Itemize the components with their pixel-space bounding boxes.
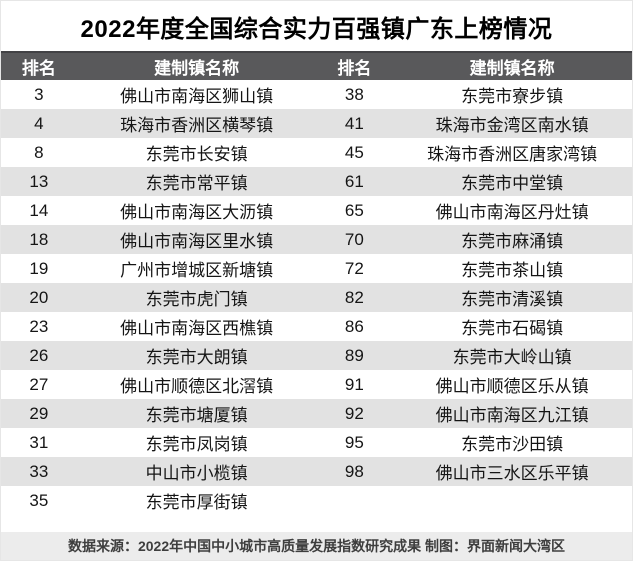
table-row: 8 东莞市长安镇 45 珠海市香洲区唐家湾镇 [1,138,632,167]
town-cell: 佛山市南海区丹灶镇 [392,196,632,225]
town-cell: 东莞市塘厦镇 [76,399,317,428]
table-header: 排名 建制镇名称 排名 建制镇名称 [1,51,632,80]
rank-cell: 29 [1,399,77,428]
rank-cell: 61 [316,167,393,196]
rank-cell: 95 [316,428,393,457]
rank-cell: 72 [316,254,393,283]
town-cell: 佛山市南海区西樵镇 [76,312,317,341]
rank-cell: 4 [1,109,77,138]
town-cell [392,486,632,515]
town-cell: 佛山市顺德区乐从镇 [392,370,632,399]
rank-cell: 89 [316,341,393,370]
rank-cell: 13 [1,167,77,196]
town-cell: 佛山市南海区狮山镇 [76,80,317,109]
ranking-table: 排名 建制镇名称 排名 建制镇名称 3 佛山市南海区狮山镇 38 东莞市寮步镇 4 珠海市… [1,51,632,515]
rank-cell: 18 [1,225,77,254]
table-row: 26 东莞市大朗镇 89 东莞市大岭山镇 [1,341,632,370]
table-row: 31 东莞市凤岗镇 95 东莞市沙田镇 [1,428,632,457]
town-cell: 佛山市南海区大沥镇 [76,196,317,225]
town-cell: 东莞市大岭山镇 [392,341,632,370]
town-cell: 珠海市香洲区唐家湾镇 [392,138,632,167]
town-cell: 佛山市南海区九江镇 [392,399,632,428]
column-header-rank-left: 排名 [1,51,77,80]
table-row: 23 佛山市南海区西樵镇 86 东莞市石碣镇 [1,312,632,341]
rank-cell: 14 [1,196,77,225]
column-header-town-left: 建制镇名称 [76,51,317,80]
rank-cell: 8 [1,138,77,167]
town-cell: 东莞市茶山镇 [392,254,632,283]
rank-cell: 31 [1,428,77,457]
table-row: 13 东莞市常平镇 61 东莞市中堂镇 [1,167,632,196]
rank-cell: 35 [1,486,77,515]
rank-cell: 98 [316,457,393,486]
town-cell: 东莞市常平镇 [76,167,317,196]
town-cell: 中山市小榄镇 [76,457,317,486]
rank-cell: 38 [316,80,393,109]
town-cell: 东莞市石碣镇 [392,312,632,341]
town-cell: 广州市增城区新塘镇 [76,254,317,283]
rank-cell: 26 [1,341,77,370]
rank-cell [316,486,393,515]
town-cell: 东莞市寮步镇 [392,80,632,109]
rank-cell: 27 [1,370,77,399]
town-cell: 佛山市南海区里水镇 [76,225,317,254]
town-cell: 东莞市大朗镇 [76,341,317,370]
town-cell: 东莞市虎门镇 [76,283,317,312]
town-cell: 佛山市顺德区北滘镇 [76,370,317,399]
rank-cell: 19 [1,254,77,283]
table-row: 19 广州市增城区新塘镇 72 东莞市茶山镇 [1,254,632,283]
header-row: 排名 建制镇名称 排名 建制镇名称 [1,51,632,80]
table-row: 29 东莞市塘厦镇 92 佛山市南海区九江镇 [1,399,632,428]
table-row: 4 珠海市香洲区横琴镇 41 珠海市金湾区南水镇 [1,109,632,138]
rank-cell: 41 [316,109,393,138]
table-row: 3 佛山市南海区狮山镇 38 东莞市寮步镇 [1,80,632,109]
town-cell: 东莞市凤岗镇 [76,428,317,457]
column-header-rank-right: 排名 [316,51,393,80]
table-row: 35 东莞市厚街镇 [1,486,632,515]
town-cell: 东莞市厚街镇 [76,486,317,515]
town-cell: 东莞市沙田镇 [392,428,632,457]
town-cell: 珠海市香洲区横琴镇 [76,109,317,138]
rank-cell: 3 [1,80,77,109]
rank-cell: 82 [316,283,393,312]
rank-cell: 23 [1,312,77,341]
town-cell: 东莞市长安镇 [76,138,317,167]
rank-cell: 91 [316,370,393,399]
rank-cell: 92 [316,399,393,428]
table-row: 20 东莞市虎门镇 82 东莞市清溪镇 [1,283,632,312]
rank-cell: 33 [1,457,77,486]
page-title: 2022年度全国综合实力百强镇广东上榜情况 [80,15,553,43]
rank-cell: 20 [1,283,77,312]
town-cell: 东莞市中堂镇 [392,167,632,196]
town-cell: 佛山市三水区乐平镇 [392,457,632,486]
rank-cell: 45 [316,138,393,167]
table-row: 14 佛山市南海区大沥镇 65 佛山市南海区丹灶镇 [1,196,632,225]
table-body: 3 佛山市南海区狮山镇 38 东莞市寮步镇 4 珠海市香洲区横琴镇 41 珠海市金湾区南水镇 8… [1,80,632,515]
table-row: 18 佛山市南海区里水镇 70 东莞市麻涌镇 [1,225,632,254]
rank-cell: 70 [316,225,393,254]
source-note: 数据来源：2022年中国中小城市高质量发展指数研究成果 制图：界面新闻大湾区 [1,532,632,560]
town-cell: 东莞市麻涌镇 [392,225,632,254]
town-cell: 珠海市金湾区南水镇 [392,109,632,138]
table-row: 33 中山市小榄镇 98 佛山市三水区乐平镇 [1,457,632,486]
table-row: 27 佛山市顺德区北滘镇 91 佛山市顺德区乐从镇 [1,370,632,399]
rank-cell: 86 [316,312,393,341]
column-header-town-right: 建制镇名称 [392,51,632,80]
town-cell: 东莞市清溪镇 [392,283,632,312]
rank-cell: 65 [316,196,393,225]
